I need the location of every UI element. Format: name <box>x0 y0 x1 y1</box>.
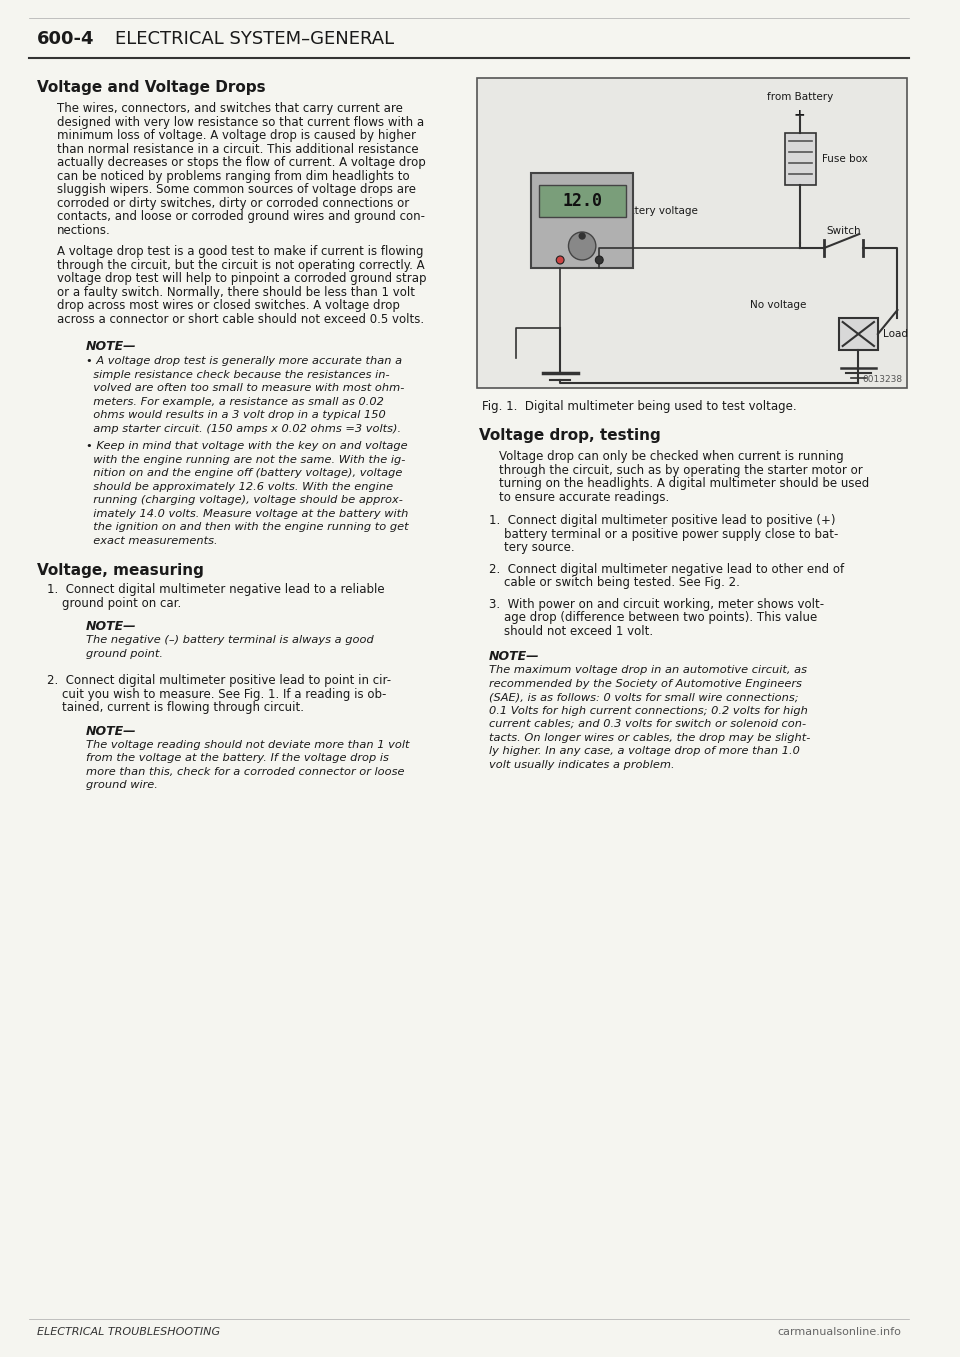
Text: to ensure accurate readings.: to ensure accurate readings. <box>498 490 669 503</box>
Bar <box>477 77 907 388</box>
Text: ground point.: ground point. <box>86 649 163 658</box>
Text: • A voltage drop test is generally more accurate than a: • A voltage drop test is generally more … <box>86 356 402 366</box>
Circle shape <box>595 256 603 265</box>
Text: Voltage drop, testing: Voltage drop, testing <box>479 427 660 442</box>
Text: nition on and the engine off (battery voltage), voltage: nition on and the engine off (battery vo… <box>86 468 402 478</box>
Text: Switch: Switch <box>827 227 861 236</box>
Bar <box>531 172 634 267</box>
Text: The wires, connectors, and switches that carry current are: The wires, connectors, and switches that… <box>57 102 402 115</box>
Text: battery terminal or a positive power supply close to bat-: battery terminal or a positive power sup… <box>489 528 838 540</box>
Text: current cables; and 0.3 volts for switch or solenoid con-: current cables; and 0.3 volts for switch… <box>489 719 806 729</box>
Text: minimum loss of voltage. A voltage drop is caused by higher: minimum loss of voltage. A voltage drop … <box>57 129 416 142</box>
Text: age drop (difference between two points). This value: age drop (difference between two points)… <box>489 611 817 624</box>
Text: the ignition on and then with the engine running to get: the ignition on and then with the engine… <box>86 522 409 532</box>
Text: 12.0: 12.0 <box>563 191 602 210</box>
Text: +: + <box>794 109 805 122</box>
Text: The negative (–) battery terminal is always a good: The negative (–) battery terminal is alw… <box>86 635 373 645</box>
Circle shape <box>579 233 585 239</box>
Text: sluggish wipers. Some common sources of voltage drops are: sluggish wipers. Some common sources of … <box>57 183 416 195</box>
Text: carmanualsonline.info: carmanualsonline.info <box>778 1327 901 1337</box>
Text: ELECTRICAL TROUBLESHOOTING: ELECTRICAL TROUBLESHOOTING <box>37 1327 220 1337</box>
Text: 2.  Connect digital multimeter negative lead to other end of: 2. Connect digital multimeter negative l… <box>489 563 844 575</box>
Text: than normal resistance in a circuit. This additional resistance: than normal resistance in a circuit. Thi… <box>57 142 419 156</box>
Bar <box>839 318 877 350</box>
Text: contacts, and loose or corroded ground wires and ground con-: contacts, and loose or corroded ground w… <box>57 210 424 223</box>
Text: Fig. 1.  Digital multimeter being used to test voltage.: Fig. 1. Digital multimeter being used to… <box>482 400 797 413</box>
Text: turning on the headlights. A digital multimeter should be used: turning on the headlights. A digital mul… <box>498 478 869 490</box>
Text: 2.  Connect digital multimeter positive lead to point in cir-: 2. Connect digital multimeter positive l… <box>47 674 391 687</box>
Text: through the circuit, such as by operating the starter motor or: through the circuit, such as by operatin… <box>498 464 862 476</box>
Text: nections.: nections. <box>57 224 110 236</box>
Text: 0013238: 0013238 <box>862 375 902 384</box>
Circle shape <box>556 256 564 265</box>
Circle shape <box>568 232 596 261</box>
Text: Load: Load <box>883 328 908 339</box>
Text: can be noticed by problems ranging from dim headlights to: can be noticed by problems ranging from … <box>57 170 409 182</box>
Text: corroded or dirty switches, dirty or corroded connections or: corroded or dirty switches, dirty or cor… <box>57 197 409 209</box>
Text: Voltage drop can only be checked when current is running: Voltage drop can only be checked when cu… <box>498 451 843 463</box>
Text: ohms would results in a 3 volt drop in a typical 150: ohms would results in a 3 volt drop in a… <box>86 410 386 421</box>
Text: Battery voltage: Battery voltage <box>617 206 698 216</box>
Text: designed with very low resistance so that current flows with a: designed with very low resistance so tha… <box>57 115 423 129</box>
Text: should be approximately 12.6 volts. With the engine: should be approximately 12.6 volts. With… <box>86 482 394 491</box>
Text: tained, current is flowing through circuit.: tained, current is flowing through circu… <box>47 702 304 714</box>
Text: more than this, check for a corroded connector or loose: more than this, check for a corroded con… <box>86 767 404 776</box>
Text: across a connector or short cable should not exceed 0.5 volts.: across a connector or short cable should… <box>57 312 423 326</box>
Text: 600-4: 600-4 <box>37 30 95 47</box>
Text: volt usually indicates a problem.: volt usually indicates a problem. <box>489 760 675 769</box>
Text: The maximum voltage drop in an automotive circuit, as: The maximum voltage drop in an automotiv… <box>489 665 806 674</box>
Text: actually decreases or stops the flow of current. A voltage drop: actually decreases or stops the flow of … <box>57 156 425 170</box>
Text: NOTE—: NOTE— <box>86 620 136 632</box>
Bar <box>785 133 816 185</box>
Text: 1.  Connect digital multimeter negative lead to a reliable: 1. Connect digital multimeter negative l… <box>47 584 385 596</box>
Text: with the engine running are not the same. With the ig-: with the engine running are not the same… <box>86 455 405 464</box>
Text: 0.1 Volts for high current connections; 0.2 volts for high: 0.1 Volts for high current connections; … <box>489 706 807 715</box>
Text: imately 14.0 volts. Measure voltage at the battery with: imately 14.0 volts. Measure voltage at t… <box>86 509 408 518</box>
Text: Voltage and Voltage Drops: Voltage and Voltage Drops <box>37 80 266 95</box>
Text: from Battery: from Battery <box>766 92 833 102</box>
Text: ground point on car.: ground point on car. <box>47 597 181 609</box>
Text: should not exceed 1 volt.: should not exceed 1 volt. <box>489 624 653 638</box>
Text: running (charging voltage), voltage should be approx-: running (charging voltage), voltage shou… <box>86 495 403 505</box>
Text: volved are often too small to measure with most ohm-: volved are often too small to measure wi… <box>86 383 404 394</box>
Text: 3.  With power on and circuit working, meter shows volt-: 3. With power on and circuit working, me… <box>489 597 824 611</box>
Text: ELECTRICAL SYSTEM–GENERAL: ELECTRICAL SYSTEM–GENERAL <box>115 30 395 47</box>
Text: The voltage reading should not deviate more than 1 volt: The voltage reading should not deviate m… <box>86 740 410 749</box>
Text: cuit you wish to measure. See Fig. 1. If a reading is ob-: cuit you wish to measure. See Fig. 1. If… <box>47 688 386 700</box>
Text: voltage drop test will help to pinpoint a corroded ground strap: voltage drop test will help to pinpoint … <box>57 271 426 285</box>
Text: ground wire.: ground wire. <box>86 780 157 790</box>
Text: drop across most wires or closed switches. A voltage drop: drop across most wires or closed switche… <box>57 299 399 312</box>
Text: • Keep in mind that voltage with the key on and voltage: • Keep in mind that voltage with the key… <box>86 441 408 451</box>
Text: NOTE—: NOTE— <box>489 650 540 664</box>
Text: Fuse box: Fuse box <box>822 153 868 164</box>
Text: through the circuit, but the circuit is not operating correctly. A: through the circuit, but the circuit is … <box>57 258 424 271</box>
Text: recommended by the Society of Automotive Engineers: recommended by the Society of Automotive… <box>489 678 802 688</box>
Text: A voltage drop test is a good test to make if current is flowing: A voltage drop test is a good test to ma… <box>57 246 423 258</box>
Text: cable or switch being tested. See Fig. 2.: cable or switch being tested. See Fig. 2… <box>489 575 739 589</box>
Text: 1.  Connect digital multimeter positive lead to positive (+): 1. Connect digital multimeter positive l… <box>489 514 835 527</box>
Text: NOTE—: NOTE— <box>86 341 136 353</box>
Text: tacts. On longer wires or cables, the drop may be slight-: tacts. On longer wires or cables, the dr… <box>489 733 810 742</box>
Text: No voltage: No voltage <box>750 300 806 309</box>
Text: NOTE—: NOTE— <box>86 725 136 737</box>
Text: simple resistance check because the resistances in-: simple resistance check because the resi… <box>86 369 390 380</box>
Text: exact measurements.: exact measurements. <box>86 536 218 546</box>
Text: ly higher. In any case, a voltage drop of more than 1.0: ly higher. In any case, a voltage drop o… <box>489 746 800 756</box>
Text: or a faulty switch. Normally, there should be less than 1 volt: or a faulty switch. Normally, there shou… <box>57 285 415 299</box>
Bar <box>539 185 626 217</box>
Text: from the voltage at the battery. If the voltage drop is: from the voltage at the battery. If the … <box>86 753 389 763</box>
Text: Voltage, measuring: Voltage, measuring <box>37 563 204 578</box>
Text: tery source.: tery source. <box>489 541 574 554</box>
Text: meters. For example, a resistance as small as 0.02: meters. For example, a resistance as sma… <box>86 396 384 407</box>
Text: amp starter circuit. (150 amps x 0.02 ohms =3 volts).: amp starter circuit. (150 amps x 0.02 oh… <box>86 423 401 433</box>
Text: (SAE), is as follows: 0 volts for small wire connections;: (SAE), is as follows: 0 volts for small … <box>489 692 799 702</box>
